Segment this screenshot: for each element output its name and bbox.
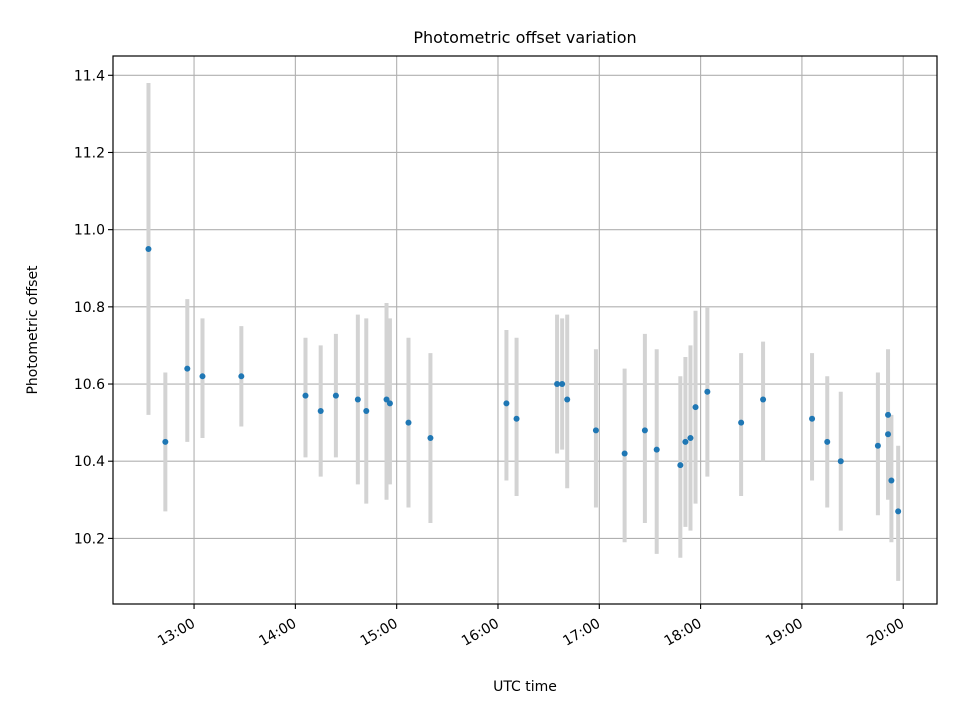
x-axis-label: UTC time	[493, 679, 557, 695]
y-axis: 10.2 10.4 10.6 10.8 11.0 11.2 11.4	[74, 68, 113, 547]
data-point	[302, 392, 309, 399]
grid	[113, 56, 937, 604]
data-point	[641, 427, 648, 434]
data-point	[885, 431, 892, 438]
data-point	[513, 415, 520, 422]
data-point	[354, 396, 361, 403]
data-point	[704, 388, 711, 395]
data-point	[653, 446, 660, 453]
y-tick-label: 10.4	[74, 454, 105, 470]
data-point	[145, 245, 152, 252]
data-point	[888, 477, 895, 484]
y-tick-label: 11.0	[74, 223, 105, 239]
data-point	[405, 419, 412, 426]
data-point	[199, 373, 206, 380]
data-point	[503, 400, 510, 407]
data-point	[184, 365, 191, 372]
y-tick-label: 11.4	[74, 68, 105, 84]
data-point	[895, 508, 902, 515]
data-point	[837, 458, 844, 465]
data-point	[238, 373, 245, 380]
data-point	[692, 404, 699, 411]
data-point	[363, 408, 370, 415]
data-point	[621, 450, 628, 457]
data-point	[874, 442, 881, 449]
y-axis-label: Photometric offset	[25, 265, 41, 395]
data-point	[738, 419, 745, 426]
data-point	[332, 392, 339, 399]
data-point	[592, 427, 599, 434]
plot-frame	[112, 55, 938, 605]
data-point	[427, 435, 434, 442]
data-point	[682, 438, 689, 445]
data-point	[386, 400, 393, 407]
data-point	[809, 415, 816, 422]
data-point	[687, 435, 694, 442]
y-tick-label: 10.2	[74, 531, 105, 547]
chart-title: Photometric offset variation	[413, 28, 636, 47]
data-point	[824, 438, 831, 445]
y-tick-label: 10.8	[74, 300, 105, 316]
data-point	[760, 396, 767, 403]
y-tick-label: 10.6	[74, 377, 105, 393]
data-point	[162, 438, 169, 445]
data-point	[383, 396, 390, 403]
data-point	[554, 381, 561, 388]
data-point	[317, 408, 324, 415]
data-point	[559, 381, 566, 388]
data-point	[564, 396, 571, 403]
y-tick-label: 11.2	[74, 145, 105, 161]
data-point	[677, 462, 684, 469]
data-point	[885, 411, 892, 418]
markers	[145, 245, 902, 515]
